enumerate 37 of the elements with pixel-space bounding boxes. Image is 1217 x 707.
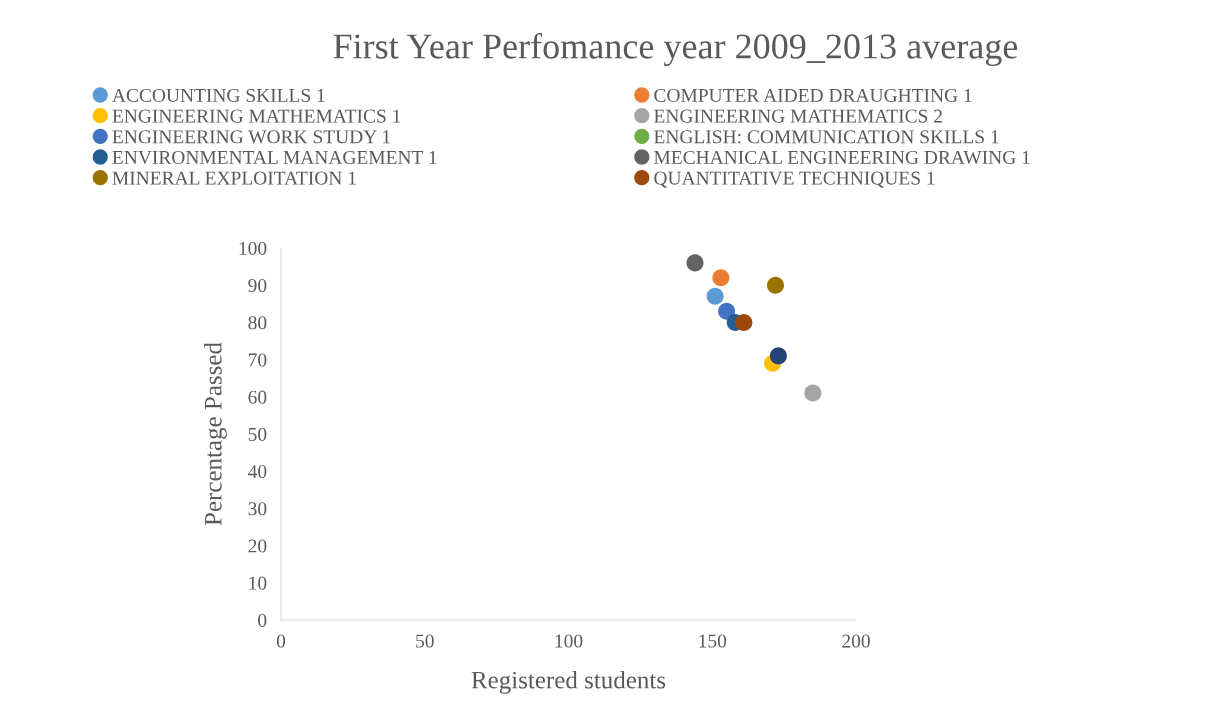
legend-label: ENGINEERING MATHEMATICS 1 xyxy=(112,109,401,123)
y-tick-label: 10 xyxy=(249,576,267,590)
legend-label: QUANTITATIVE TECHNIQUES 1 xyxy=(654,171,935,188)
y-tick-label: 80 xyxy=(248,316,267,330)
x-tick-label: 50 xyxy=(416,634,434,648)
chart-title: First Year Perfomance year 2009_2013 average xyxy=(333,32,1018,67)
legend-label: ACCOUNTING SKILLS 1 xyxy=(112,88,325,102)
point xyxy=(718,302,736,320)
point xyxy=(804,384,822,402)
legend-label: MECHANICAL ENGINEERING DRAWING 1 xyxy=(654,150,1030,165)
y-tick-label: 0 xyxy=(258,613,267,627)
point xyxy=(766,276,785,294)
y-tick-label: 20 xyxy=(248,539,267,553)
point xyxy=(769,347,787,365)
legend-label: MINERAL EXPLOITATION 1 xyxy=(112,171,356,185)
point xyxy=(686,254,704,272)
point xyxy=(706,287,724,305)
point xyxy=(735,313,753,331)
legend-label: ENGINEERING WORK STUDY 1 xyxy=(112,130,390,144)
x-tick-label: 200 xyxy=(842,634,870,648)
legend-label: ENGLISH: COMMUNICATION SKILLS 1 xyxy=(654,130,999,144)
x-tick-label: 150 xyxy=(699,634,727,648)
legend-label: ENVIRONMENTAL MANAGEMENT 1 xyxy=(112,150,437,165)
y-tick-label: 50 xyxy=(248,427,267,441)
y-tick-label: 90 xyxy=(248,279,267,293)
y-tick-label: 100 xyxy=(239,241,267,255)
legend-label: COMPUTER AIDED DRAUGHTING 1 xyxy=(654,88,972,102)
x-tick-label: 0 xyxy=(276,634,286,648)
y-axis-title: Percentage Passed xyxy=(204,342,227,526)
x-axis-title: Registered students xyxy=(471,670,666,694)
point xyxy=(712,269,730,287)
legend-label: ENGINEERING MATHEMATICS 2 xyxy=(654,109,942,123)
x-tick-label: 100 xyxy=(555,634,583,648)
y-tick-label: 60 xyxy=(248,390,267,404)
y-tick-label: 30 xyxy=(248,502,267,516)
y-tick-label: 70 xyxy=(248,353,267,367)
y-tick-label: 40 xyxy=(248,465,267,479)
